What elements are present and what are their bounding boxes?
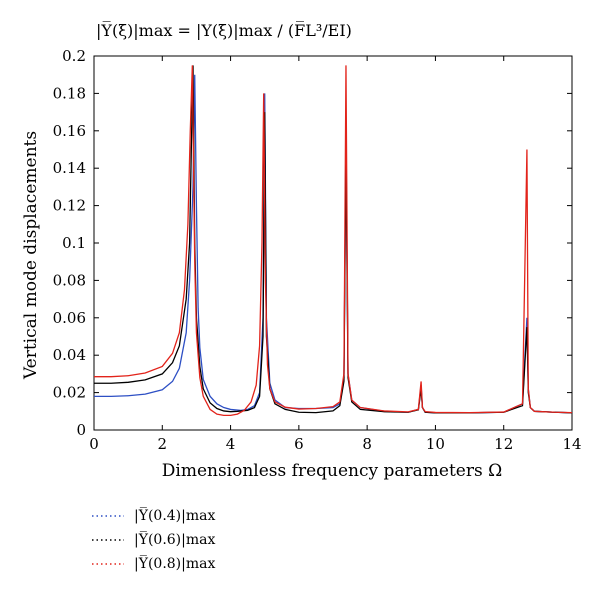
legend-label-2: |Y̅(0.6)|max xyxy=(134,529,215,548)
y-tick-label: 0.04 xyxy=(53,346,86,364)
plot-area xyxy=(93,55,573,431)
axis-layer: 0 2 4 6 8 10 12 14 0 0.02 0.04 0.06 0.08 0.1 0.12 0.14 0… xyxy=(53,47,582,453)
y-tick-label: 0.02 xyxy=(53,384,86,402)
y-tick-label: 0.12 xyxy=(53,197,86,215)
x-tick-label: 10 xyxy=(426,435,445,453)
x-tick-label: 8 xyxy=(362,435,372,453)
y-tick-label: 0.1 xyxy=(62,234,86,252)
x-tick-label: 4 xyxy=(226,435,236,453)
y-tick-label: 0.06 xyxy=(53,309,86,327)
series-line-3 xyxy=(94,65,572,417)
series-line-2 xyxy=(94,65,572,414)
legend-label-3: |Y̅(0.8)|max xyxy=(134,553,215,572)
y-tick-label: 0.14 xyxy=(53,159,86,177)
legend-label-1: |Y̅(0.4)|max xyxy=(134,505,215,524)
x-tick-label: 12 xyxy=(494,435,513,453)
x-tick-label: 14 xyxy=(562,435,581,453)
x-tick-label: 6 xyxy=(294,435,304,453)
y-tick-label: 0.18 xyxy=(53,84,86,102)
legend: |Y̅(0.4)|max |Y̅(0.6)|max |Y̅(0.8)|max xyxy=(92,505,215,572)
y-tick-label: 0 xyxy=(76,421,86,439)
x-axis-label: Dimensionless frequency parameters Ω xyxy=(162,461,502,481)
chart-title: |Y̅(ξ)|max = |Y(ξ)|max / (F̅L³/EI) xyxy=(96,20,352,40)
series-layer xyxy=(94,65,572,417)
y-tick-label: 0.08 xyxy=(53,271,86,289)
y-tick-label: 0.16 xyxy=(53,122,86,140)
x-tick-label: 2 xyxy=(158,435,168,453)
y-axis-label: Vertical mode displacements xyxy=(21,131,41,380)
x-tick-label: 0 xyxy=(89,435,99,453)
y-tick-label: 0.2 xyxy=(62,47,86,65)
